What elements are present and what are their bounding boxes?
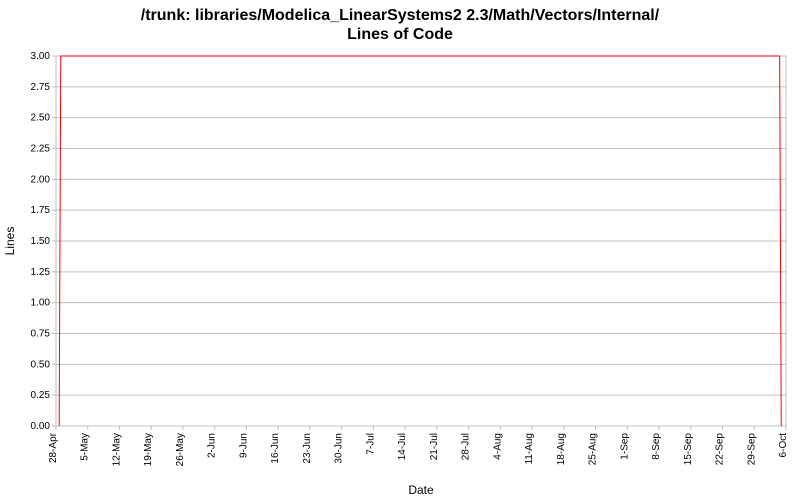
chart-area: 0.00 0.25 0.50 0.75 1.00 1.25 1.50 1.75 2.00 2.25… — [0, 44, 800, 500]
svg-text:4-Aug: 4-Aug — [492, 433, 503, 460]
svg-text:16-Jun: 16-Jun — [270, 433, 281, 464]
svg-text:30-Jun: 30-Jun — [334, 433, 345, 464]
svg-text:2-Jun: 2-Jun — [207, 433, 218, 458]
chart-title-line2: Lines of Code — [0, 25, 800, 44]
svg-text:23-Jun: 23-Jun — [302, 433, 313, 464]
svg-text:Date: Date — [408, 483, 434, 497]
svg-text:1.50: 1.50 — [31, 236, 51, 247]
svg-text:6-Oct: 6-Oct — [778, 433, 789, 458]
svg-text:1.00: 1.00 — [31, 298, 51, 309]
svg-text:28-Jul: 28-Jul — [461, 433, 472, 460]
svg-text:25-Aug: 25-Aug — [588, 433, 599, 465]
chart-title: /trunk: libraries/Modelica_LinearSystems… — [0, 0, 800, 44]
svg-text:5-May: 5-May — [80, 433, 91, 461]
svg-text:7-Jul: 7-Jul — [365, 433, 376, 455]
svg-text:28-Apr: 28-Apr — [48, 433, 59, 464]
svg-text:14-Jul: 14-Jul — [397, 433, 408, 460]
svg-text:0.00: 0.00 — [31, 421, 51, 432]
svg-text:21-Jul: 21-Jul — [429, 433, 440, 460]
svg-text:15-Sep: 15-Sep — [683, 433, 694, 466]
svg-text:0.50: 0.50 — [31, 360, 51, 371]
svg-text:26-May: 26-May — [175, 433, 186, 466]
svg-text:19-May: 19-May — [143, 433, 154, 466]
svg-text:11-Aug: 11-Aug — [524, 433, 535, 465]
svg-text:2.25: 2.25 — [31, 144, 51, 155]
svg-text:22-Sep: 22-Sep — [715, 433, 726, 466]
svg-text:3.00: 3.00 — [31, 51, 51, 62]
svg-text:1-Sep: 1-Sep — [619, 433, 630, 460]
chart-title-line1: /trunk: libraries/Modelica_LinearSystems… — [0, 6, 800, 25]
svg-text:1.25: 1.25 — [31, 267, 51, 278]
svg-text:2.75: 2.75 — [31, 82, 51, 93]
svg-text:2.50: 2.50 — [31, 113, 51, 124]
svg-text:0.25: 0.25 — [31, 391, 51, 402]
svg-text:2.00: 2.00 — [31, 175, 51, 186]
svg-text:8-Sep: 8-Sep — [651, 433, 662, 460]
svg-text:9-Jun: 9-Jun — [238, 433, 249, 458]
svg-text:18-Aug: 18-Aug — [556, 433, 567, 465]
svg-text:12-May: 12-May — [111, 433, 122, 466]
svg-text:29-Sep: 29-Sep — [746, 433, 757, 466]
svg-text:1.75: 1.75 — [31, 206, 51, 217]
svg-text:Lines: Lines — [3, 227, 17, 256]
svg-text:0.75: 0.75 — [31, 329, 51, 340]
chart-svg: 0.00 0.25 0.50 0.75 1.00 1.25 1.50 1.75 2.00 2.25… — [0, 44, 800, 500]
